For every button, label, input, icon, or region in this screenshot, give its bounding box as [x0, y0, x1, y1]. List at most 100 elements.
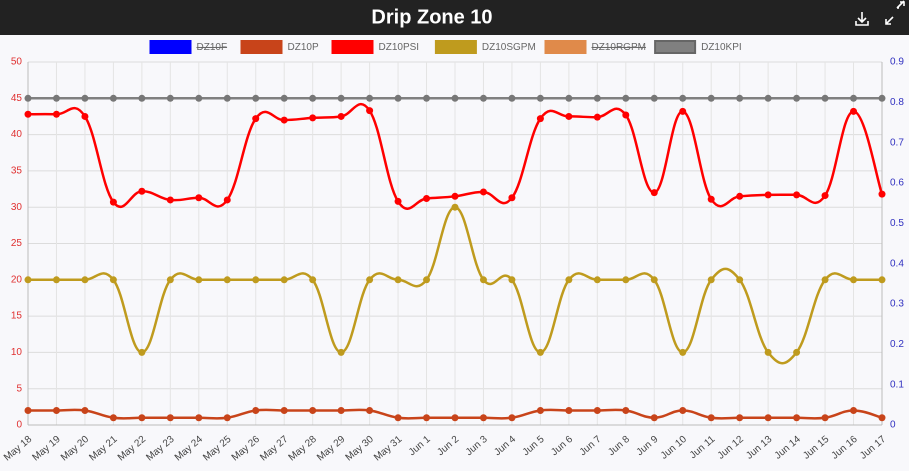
data-point [707, 276, 715, 284]
data-point [850, 94, 858, 102]
legend-label: DZ10PSI [379, 42, 420, 53]
legend-item[interactable]: DZ10F [149, 40, 228, 54]
data-point [166, 276, 174, 284]
y2-tick-label: 0.7 [890, 137, 904, 148]
y-tick-label: 30 [11, 202, 23, 213]
data-point [52, 94, 60, 102]
data-point [650, 189, 658, 197]
legend-swatch [544, 40, 587, 54]
data-point [479, 414, 487, 422]
data-point [423, 414, 431, 422]
data-point [565, 94, 573, 102]
legend-label: DZ10KPI [701, 42, 742, 53]
data-point [736, 414, 744, 422]
data-point [24, 406, 32, 414]
data-point [109, 94, 117, 102]
y-tick-label: 10 [11, 347, 23, 358]
data-point [565, 276, 573, 284]
data-point [878, 276, 886, 284]
data-point [707, 94, 715, 102]
y-tick-label: 35 [11, 166, 23, 177]
data-point [764, 348, 772, 356]
data-point [280, 406, 288, 414]
data-point [109, 276, 117, 284]
data-point [821, 276, 829, 284]
data-point [309, 406, 317, 414]
data-point [138, 414, 146, 422]
data-point [679, 348, 687, 356]
legend-swatch [240, 40, 283, 54]
data-point [52, 110, 60, 118]
data-point [337, 348, 345, 356]
data-point [195, 414, 203, 422]
y2-tick-label: 0.6 [890, 178, 904, 189]
y2-tick-label: 0.1 [890, 379, 904, 390]
data-point [508, 194, 516, 202]
data-point [536, 348, 544, 356]
data-point [764, 191, 772, 199]
y2-tick-label: 0 [890, 420, 896, 431]
data-point [366, 107, 374, 115]
data-point [850, 107, 858, 115]
legend-item[interactable]: DZ10RGPM [544, 40, 646, 54]
data-point [223, 196, 231, 204]
legend-swatch [149, 40, 192, 54]
data-point [793, 348, 801, 356]
data-point [650, 276, 658, 284]
legend-swatch [654, 40, 697, 54]
data-point [536, 94, 544, 102]
data-point [850, 406, 858, 414]
y2-tick-label: 0.2 [890, 339, 904, 350]
data-point [423, 276, 431, 284]
data-point [423, 94, 431, 102]
data-point [508, 414, 516, 422]
data-point [138, 348, 146, 356]
data-point [337, 94, 345, 102]
legend-swatch [331, 40, 374, 54]
data-point [622, 111, 630, 119]
fullscreen-icon[interactable] [885, 0, 905, 25]
data-point [536, 115, 544, 123]
data-point [252, 94, 260, 102]
chart-title: Drip Zone 10 [371, 6, 492, 28]
data-point [878, 414, 886, 422]
legend-swatch [434, 40, 477, 54]
data-point [337, 112, 345, 120]
data-point [81, 94, 89, 102]
y-tick-label: 0 [16, 420, 22, 431]
data-point [166, 196, 174, 204]
data-point [252, 406, 260, 414]
legend-label: DZ10RGPM [592, 42, 646, 53]
data-point [109, 414, 117, 422]
legend-item[interactable]: DZ10PSI [331, 40, 420, 54]
data-point [593, 113, 601, 121]
data-point [223, 414, 231, 422]
data-point [252, 276, 260, 284]
data-point [166, 94, 174, 102]
data-point [394, 94, 402, 102]
data-point [565, 406, 573, 414]
legend-item[interactable]: DZ10SGPM [434, 40, 536, 54]
data-point [479, 188, 487, 196]
data-point [622, 406, 630, 414]
y-tick-label: 15 [11, 311, 23, 322]
data-point [878, 94, 886, 102]
data-point [138, 94, 146, 102]
legend-item[interactable]: DZ10KPI [654, 40, 742, 54]
data-point [793, 94, 801, 102]
legend-item[interactable]: DZ10P [240, 40, 319, 54]
data-point [650, 94, 658, 102]
data-point [366, 94, 374, 102]
data-point [81, 406, 89, 414]
y-tick-label: 50 [11, 57, 23, 68]
y2-tick-label: 0.5 [890, 218, 904, 229]
data-point [479, 276, 487, 284]
data-point [565, 112, 573, 120]
data-point [736, 192, 744, 200]
y-tick-label: 40 [11, 129, 23, 140]
data-point [394, 197, 402, 205]
data-point [451, 192, 459, 200]
download-icon[interactable] [855, 12, 869, 26]
data-point [423, 194, 431, 202]
